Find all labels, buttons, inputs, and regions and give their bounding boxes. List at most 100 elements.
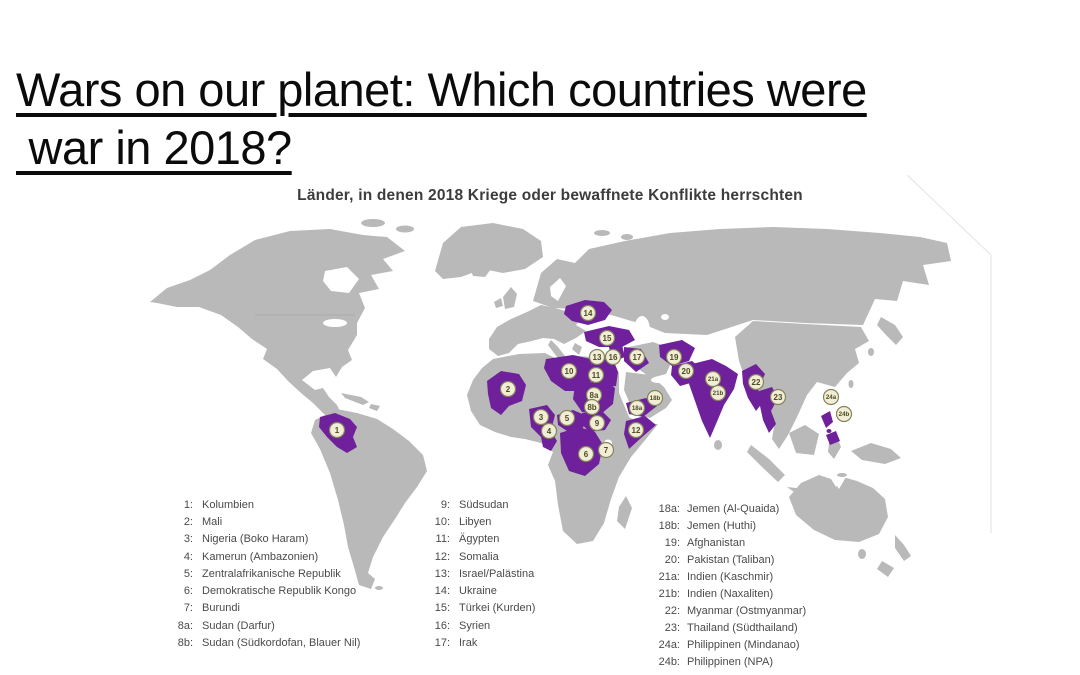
legend-item: 10: Libyen [414,513,535,530]
legend-item: 19: Afghanistan [638,534,806,551]
legend-item-number: 3: [183,533,193,546]
legend-item: 5: Zentralafrikanische Republik [157,565,360,582]
legend-column-2: 9: Südsudan 10: Libyen 11: Ägypten 12: Somalia 1… [414,496,536,652]
legend-item-number: 8a: [177,619,193,632]
country-philippines-luzon [821,411,833,428]
legend-item-number: 16: [434,619,450,632]
map-marker-4: 4 [540,422,558,440]
map-marker-9: 9 [588,414,606,432]
map-marker-16: 16 [604,348,622,366]
map-marker-23: 23 [769,388,787,406]
legend-item-label: Myanmar (Ostmyanmar) [687,604,807,617]
svg-text:4: 4 [547,427,552,436]
legend-item-number: 20: [664,553,680,566]
legend-item-number: 8b: [177,637,193,650]
legend-item-number: 24b: [658,655,680,668]
legend-item-label: Syrien [459,619,491,632]
map-fold-lines [906,175,992,533]
legend-item-number: 23: [664,621,680,634]
svg-text:18a: 18a [632,405,643,412]
map-marker-8a: 8a [585,386,603,404]
svg-text:2: 2 [506,385,511,394]
svg-text:8b: 8b [587,403,596,412]
legend-item-label: Pakistan (Taliban) [687,553,775,566]
svg-text:23: 23 [774,393,783,402]
legend-item-label: Israel/Palästina [459,567,535,580]
map-marker-5: 5 [558,409,576,427]
legend-column-3: 18a: Jemen (Al-Quaida) 18b: Jemen (Huthi) 19… [638,500,807,670]
map-marker-18b: 18b [646,389,664,407]
legend-item-number: 7: [183,602,193,615]
map-marker-24b: 24b [835,405,853,423]
legend-item-number: 2: [183,515,193,528]
map-marker-8b: 8b [583,398,601,416]
map-marker-10: 10 [560,362,578,380]
legend-item: 24b: Philippinen (NPA) [638,653,806,670]
map-marker-7: 7 [597,441,615,459]
legend-item-number: 12: [434,550,450,563]
legend-item-label: Mali [202,515,223,528]
svg-text:13: 13 [593,353,602,362]
legend-item-label: Philippinen (NPA) [687,655,774,668]
legend-item-label: Kamerun (Ambazonien) [202,550,319,563]
legend-column-1: 1: Kolumbien 2: Mali 3: Nigeria (Boko Haram) 4… [157,496,361,652]
legend-item-label: Nigeria (Boko Haram) [202,533,309,546]
legend-item-number: 4: [183,550,193,563]
legend-item-number: 14: [434,585,450,598]
legend-item-label: Sudan (Darfur) [202,619,275,632]
legend-item-label: Irak [459,637,478,650]
map-marker-21a: 21a [704,370,722,388]
legend-item: 22: Myanmar (Ostmyanmar) [638,602,806,619]
legend-item-label: Demokratische Republik Kongo [202,585,357,598]
map-marker-6: 6 [577,445,595,463]
legend-item: 18a: Jemen (Al-Quaida) [638,500,806,517]
legend-item-label: Philippinen (Mindanao) [687,638,800,651]
svg-text:20: 20 [682,367,691,376]
legend-item-label: Libyen [459,515,492,528]
legend-item: 4: Kamerun (Ambazonien) [157,548,360,565]
svg-text:22: 22 [752,378,761,387]
map-marker-13: 13 [588,348,606,366]
svg-text:17: 17 [633,353,642,362]
legend-item-label: Jemen (Huthi) [687,519,757,532]
legend-item-number: 6: [183,585,193,598]
legend-item: 24a: Philippinen (Mindanao) [638,636,806,653]
slide-title-line-2: war in 2018? [16,121,293,175]
map-marker-22: 22 [747,373,765,391]
svg-text:12: 12 [632,426,641,435]
svg-text:1: 1 [335,426,340,435]
map-marker-19: 19 [665,348,683,366]
legend-item: 20: Pakistan (Taliban) [638,551,806,568]
country-philippines-mindanao [826,431,840,445]
svg-text:3: 3 [539,413,544,422]
legend-item-label: Kolumbien [202,498,254,511]
svg-text:16: 16 [609,353,618,362]
legend-item-label: Türkei (Kurden) [459,602,536,615]
legend-item-label: Ägypten [459,533,500,546]
map-marker-20: 20 [677,362,695,380]
svg-text:5: 5 [565,414,570,423]
svg-text:10: 10 [565,367,574,376]
legend-item: 9: Südsudan [414,496,535,513]
legend-item-number: 24a: [658,638,680,651]
legend-item: 21b: Indien (Naxaliten) [638,585,806,602]
legend-item: 18b: Jemen (Huthi) [638,517,806,534]
legend-item-number: 1: [183,498,193,511]
legend-item-label: Sudan (Südkordofan, Blauer Nil) [202,637,361,650]
legend-item-number: 21b: [658,587,680,600]
svg-text:6: 6 [584,450,589,459]
svg-text:24b: 24b [839,411,850,418]
map-marker-1: 1 [328,421,346,439]
legend-item-number: 15: [434,602,450,615]
legend-item: 11: Ägypten [414,531,535,548]
legend-item-label: Somalia [459,550,499,563]
legend-item-label: Indien (Naxaliten) [687,587,774,600]
country-philippines-visayas [826,429,832,433]
map-title: Länder, in denen 2018 Kriege oder bewaff… [297,187,803,204]
map-marker-14: 14 [579,304,597,322]
svg-text:11: 11 [592,371,601,380]
svg-text:15: 15 [603,334,612,343]
slide-title-line-1: Wars on our planet: Which countries were [16,63,867,117]
